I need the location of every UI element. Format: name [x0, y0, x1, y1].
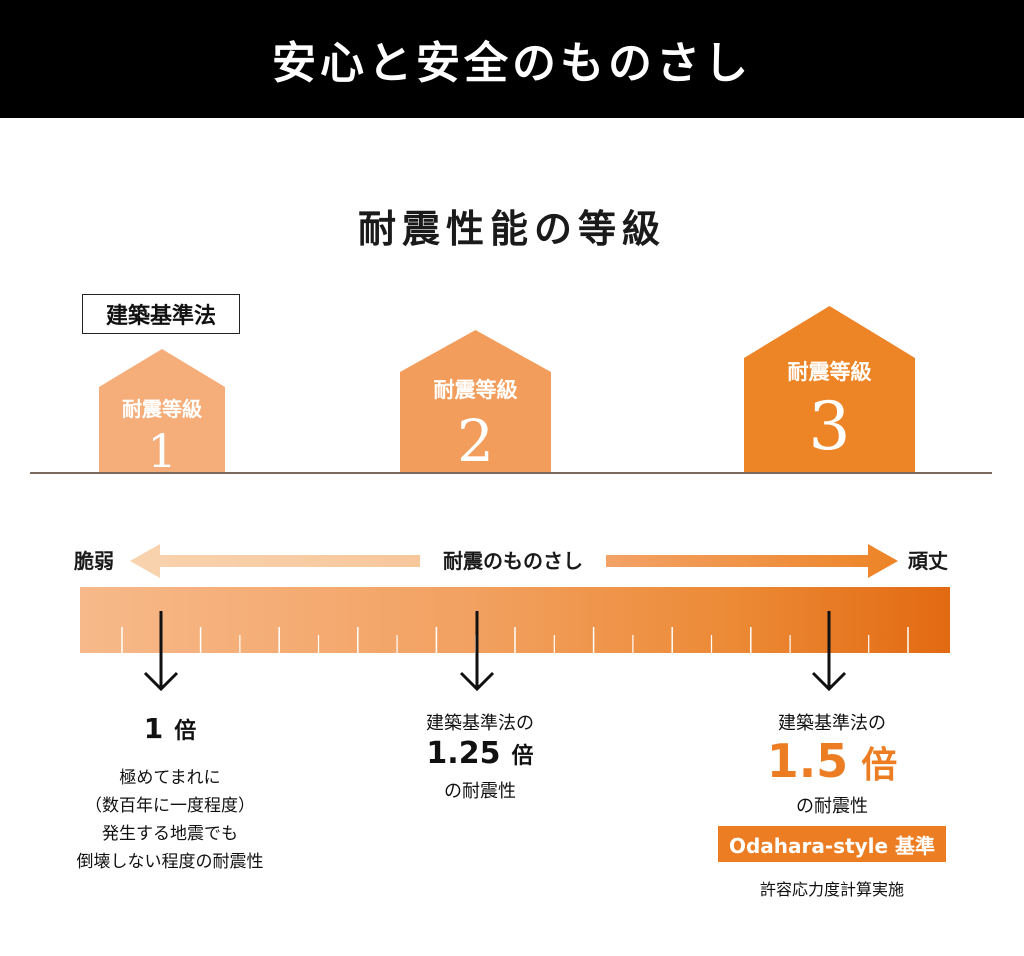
- house-shape-2: [400, 330, 551, 474]
- grade3-note: 許容応力度計算実施: [759, 880, 904, 899]
- down-arrow-3: [811, 611, 847, 692]
- grade1-multiplier-value: 1: [143, 712, 164, 745]
- scale-label-weak: 脆弱: [74, 549, 114, 573]
- grade2-multiplier-value: 1.25: [426, 736, 501, 771]
- odahara-style-badge: Odahara-style 基準: [718, 826, 946, 862]
- scale-label-center: 耐震のものさし: [443, 549, 583, 573]
- scale-arrows: [130, 544, 898, 578]
- building-standard-law-label: 建築基準法: [82, 294, 240, 334]
- house-shape-1: [99, 349, 225, 473]
- house-label-3: 耐震等級: [787, 360, 872, 384]
- grade1-desc-line-3: 発生する地震でも: [102, 824, 238, 844]
- grade1-desc-line-2: （数百年に一度程度）: [85, 796, 255, 816]
- house-grade-1: 耐震等級 1: [99, 349, 225, 478]
- left-arrow: [130, 544, 420, 578]
- house-grade-number-3: 3: [808, 388, 851, 465]
- grade2-multiplier-unit: 倍: [511, 744, 534, 769]
- grade1-desc-line-1: 極めてまれに: [119, 768, 221, 788]
- scale-label-strong: 頑丈: [908, 549, 948, 573]
- header-bar: 安心と安全のものさし: [0, 0, 1024, 118]
- ground-line: [30, 472, 992, 474]
- section-title: 耐震性能の等級: [357, 207, 666, 251]
- grade3-multiplier-value: 1.5: [766, 734, 849, 788]
- house-grade-2: 耐震等級 2: [400, 330, 551, 474]
- down-arrow-1: [143, 611, 179, 692]
- grade3-multiplier-unit: 倍: [861, 745, 898, 786]
- grade1-multiplier: 1 倍: [60, 712, 280, 745]
- house-grade-number-2: 2: [457, 407, 494, 475]
- grade2-multiplier: 1.25 倍: [380, 736, 580, 771]
- grade3-multiplier: 1.5 倍: [712, 734, 952, 788]
- right-arrow: [606, 544, 898, 578]
- house-shape-3: [744, 306, 915, 474]
- down-arrow-2: [459, 611, 495, 692]
- grade2-pre: 建築基準法の: [426, 713, 534, 734]
- grade3-post: の耐震性: [796, 796, 868, 817]
- ruler-ticks: [121, 627, 909, 653]
- page-title: 安心と安全のものさし: [272, 38, 752, 89]
- grade1-description: 極めてまれに （数百年に一度程度） 発生する地震でも 倒壊しない程度の耐震性: [40, 764, 300, 876]
- grade3-pre: 建築基準法の: [778, 713, 886, 734]
- house-grade-number-1: 1: [147, 424, 177, 478]
- grade2-post: の耐震性: [444, 781, 516, 802]
- house-label-1: 耐震等級: [122, 397, 202, 421]
- house-grade-3: 耐震等級 3: [744, 306, 915, 474]
- scale-ruler: [80, 587, 950, 653]
- house-label-2: 耐震等級: [433, 378, 518, 402]
- grade1-multiplier-unit: 倍: [174, 719, 197, 744]
- grade1-desc-line-4: 倒壊しない程度の耐震性: [76, 852, 264, 872]
